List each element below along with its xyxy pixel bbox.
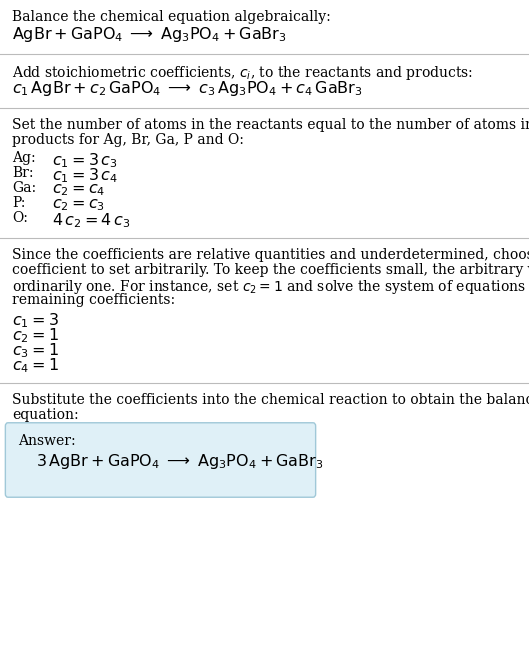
Text: $c_1\,\mathrm{AgBr} + c_2\,\mathrm{GaPO_4} \;\longrightarrow\; c_3\,\mathrm{Ag_3: $c_1\,\mathrm{AgBr} + c_2\,\mathrm{GaPO_… — [12, 79, 363, 98]
Text: $4\,c_2 = 4\,c_3$: $4\,c_2 = 4\,c_3$ — [52, 211, 131, 230]
Text: products for Ag, Br, Ga, P and O:: products for Ag, Br, Ga, P and O: — [12, 133, 244, 147]
Text: Ag:: Ag: — [12, 151, 35, 165]
Text: Add stoichiometric coefficients, $c_i$, to the reactants and products:: Add stoichiometric coefficients, $c_i$, … — [12, 64, 473, 82]
Text: $3\,\mathrm{AgBr + GaPO_4 \;\longrightarrow\; Ag_3PO_4 + GaBr_3}$: $3\,\mathrm{AgBr + GaPO_4 \;\longrightar… — [36, 452, 324, 471]
Text: ordinarily one. For instance, set $c_2 = 1$ and solve the system of equations fo: ordinarily one. For instance, set $c_2 =… — [12, 278, 529, 296]
Text: $c_2 = c_4$: $c_2 = c_4$ — [52, 181, 105, 198]
Text: $c_4 = 1$: $c_4 = 1$ — [12, 356, 59, 375]
Text: Br:: Br: — [12, 166, 33, 180]
Text: equation:: equation: — [12, 408, 79, 422]
Text: $c_1 = 3$: $c_1 = 3$ — [12, 311, 59, 330]
Text: Balance the chemical equation algebraically:: Balance the chemical equation algebraica… — [12, 10, 331, 24]
Text: $c_1 = 3\,c_4$: $c_1 = 3\,c_4$ — [52, 166, 118, 184]
Text: $c_2 = c_3$: $c_2 = c_3$ — [52, 196, 105, 213]
Text: Substitute the coefficients into the chemical reaction to obtain the balanced: Substitute the coefficients into the che… — [12, 393, 529, 407]
Text: $c_1 = 3\,c_3$: $c_1 = 3\,c_3$ — [52, 151, 118, 170]
Text: Answer:: Answer: — [18, 434, 76, 448]
Text: Since the coefficients are relative quantities and underdetermined, choose a: Since the coefficients are relative quan… — [12, 248, 529, 262]
Text: Ga:: Ga: — [12, 181, 36, 195]
Text: $c_3 = 1$: $c_3 = 1$ — [12, 341, 59, 360]
Text: Set the number of atoms in the reactants equal to the number of atoms in the: Set the number of atoms in the reactants… — [12, 118, 529, 132]
Text: coefficient to set arbitrarily. To keep the coefficients small, the arbitrary va: coefficient to set arbitrarily. To keep … — [12, 263, 529, 277]
Text: O:: O: — [12, 211, 28, 225]
Text: $\mathrm{AgBr + GaPO_4 \;\longrightarrow\; Ag_3PO_4 + GaBr_3}$: $\mathrm{AgBr + GaPO_4 \;\longrightarrow… — [12, 25, 287, 44]
Text: $c_2 = 1$: $c_2 = 1$ — [12, 326, 59, 345]
Text: P:: P: — [12, 196, 25, 210]
Text: remaining coefficients:: remaining coefficients: — [12, 293, 175, 307]
